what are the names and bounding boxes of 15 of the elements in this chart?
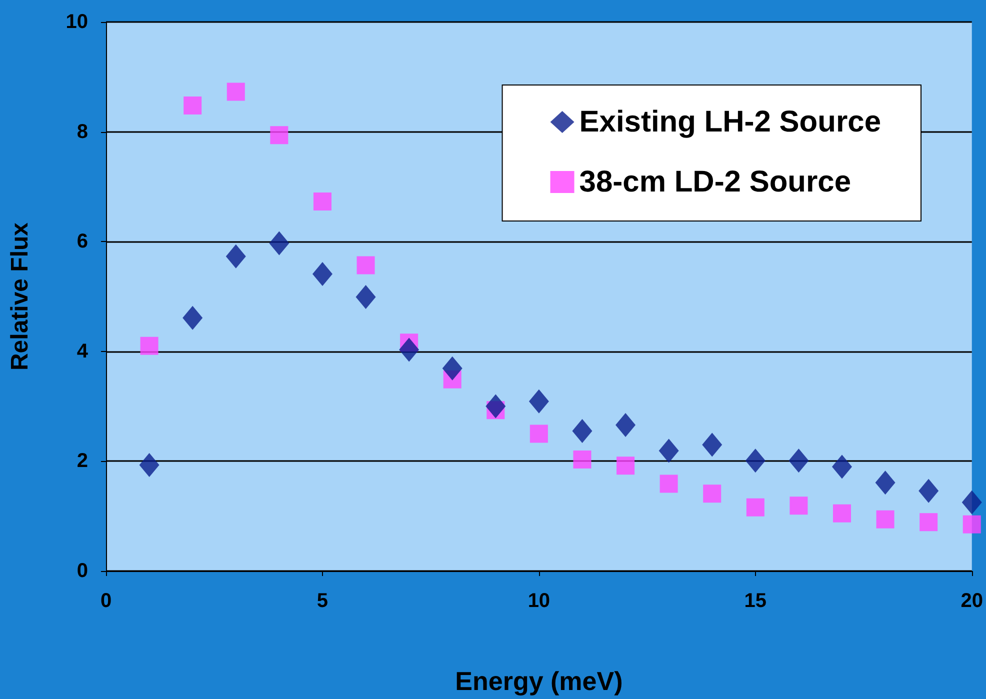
y-tick-label: 6 bbox=[76, 230, 88, 253]
x-tick-label: 15 bbox=[744, 590, 767, 612]
y-tick-label: 2 bbox=[76, 450, 88, 472]
legend-label: 38-cm LD-2 Source bbox=[579, 166, 852, 198]
legend-label: Existing LH-2 Source bbox=[579, 106, 882, 138]
y-tick-label: 8 bbox=[76, 120, 88, 143]
x-tick-label: 20 bbox=[960, 590, 983, 612]
x-tick-label: 5 bbox=[316, 590, 328, 612]
x-tick-label: 10 bbox=[528, 590, 550, 612]
y-tick-label: 0 bbox=[76, 560, 88, 582]
x-axis-title: Energy (meV) bbox=[455, 666, 623, 696]
y-tick-label: 4 bbox=[76, 340, 89, 362]
y-tick-label: 10 bbox=[66, 11, 88, 33]
y-axis-title: Relative Flux bbox=[6, 222, 34, 371]
x-tick-label: 0 bbox=[100, 590, 112, 612]
